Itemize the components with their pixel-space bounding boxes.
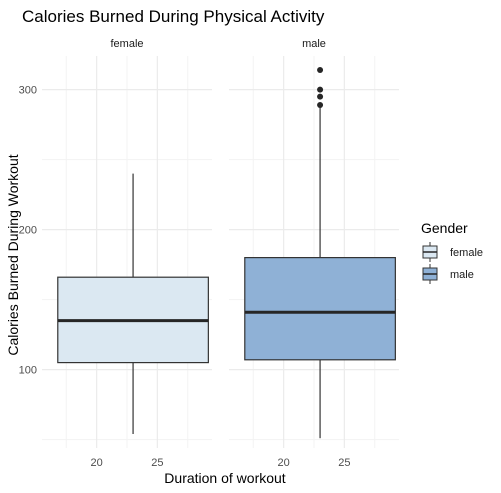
facet-panel-female: female 20 25 xyxy=(42,38,212,469)
legend: Gender female male xyxy=(421,220,483,284)
y-tick-label: 200 xyxy=(19,225,37,237)
facet-strip-label: female xyxy=(110,38,143,50)
x-tick-label: 20 xyxy=(278,457,290,469)
box-outlier-point xyxy=(317,67,324,73)
box-outlier-point xyxy=(317,102,324,108)
x-tick-label: 25 xyxy=(338,457,350,469)
y-tick-label: 100 xyxy=(19,365,37,377)
facet-strip-label: male xyxy=(302,38,326,50)
y-tick-label: 300 xyxy=(19,85,37,97)
x-tick-label: 25 xyxy=(151,457,163,469)
legend-title: Gender xyxy=(421,220,468,236)
facet-panels: female 20 25 male 20 25 100 200 300 xyxy=(19,38,399,469)
box-outlier-point xyxy=(317,93,324,100)
legend-label-male: male xyxy=(450,269,474,281)
legend-label-female: female xyxy=(450,247,483,259)
x-axis-label: Duration of workout xyxy=(164,470,286,486)
box-iqr xyxy=(244,257,396,361)
facet-panel-male: male 20 25 xyxy=(229,38,399,469)
chart-title: Calories Burned During Physical Activity xyxy=(22,7,325,26)
y-axis-label: Calories Burned During Workout xyxy=(5,154,21,355)
x-tick-label: 20 xyxy=(91,457,103,469)
box-outlier-point xyxy=(317,86,324,93)
